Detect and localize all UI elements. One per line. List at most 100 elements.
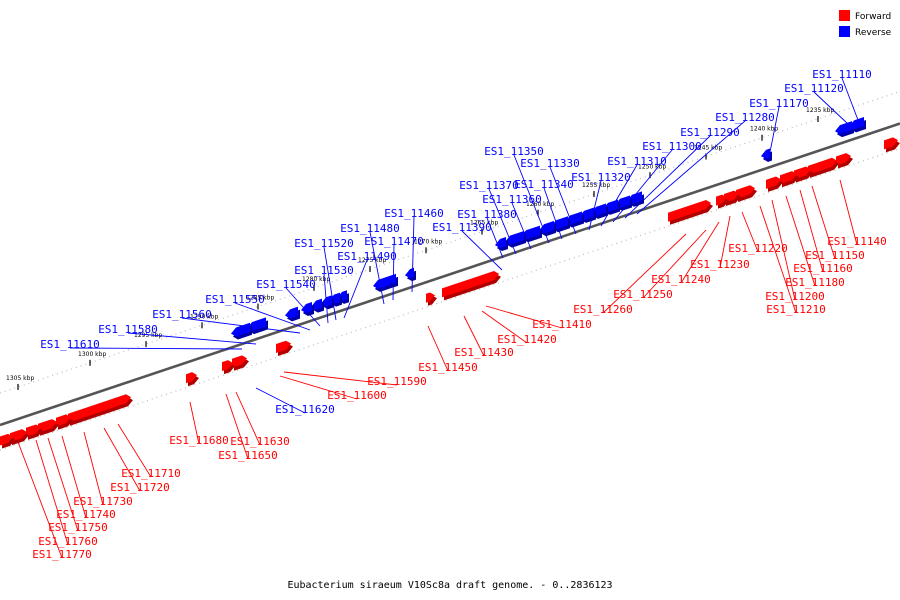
forward-gene[interactable]	[736, 185, 757, 202]
reverse-gene-label: ES1_11310	[607, 155, 667, 168]
reverse-gene-label: ES1_11300	[642, 140, 702, 153]
forward-gene[interactable]	[56, 414, 73, 430]
upper-track-line	[0, 90, 900, 394]
forward-gene-label: ES1_11140	[827, 235, 887, 248]
forward-gene-label: ES1_11160	[793, 262, 853, 275]
reverse-gene[interactable]	[761, 148, 772, 162]
leader-line	[225, 393, 249, 460]
forward-gene-label: ES1_11740	[56, 508, 116, 521]
reverse-gene[interactable]	[231, 322, 252, 340]
scale-tick-label: 1280 kbp	[302, 276, 330, 283]
forward-gene[interactable]	[884, 137, 900, 153]
reverse-gene-label: ES1_11460	[384, 207, 444, 220]
forward-gene[interactable]	[282, 340, 293, 355]
gene-body	[56, 414, 71, 427]
leader-line	[600, 164, 638, 227]
leader-line	[127, 332, 257, 345]
reverse-gene-label: ES1_11490	[337, 250, 397, 263]
track-lines	[0, 90, 900, 451]
forward-gene-label: ES1_11710	[121, 467, 181, 480]
scale-ticks: 1235 kbp 1240 kbp 1245 kbp 1250 kbp 1255 kbp…	[6, 107, 834, 390]
reverse-gene-label: ES1_11390	[432, 221, 492, 234]
leader-line	[83, 431, 104, 506]
forward-gene[interactable]	[488, 271, 501, 286]
forward-gene[interactable]	[808, 157, 839, 178]
reverse-gene[interactable]	[505, 230, 526, 248]
leader-line	[117, 423, 152, 478]
gene-body	[761, 148, 770, 159]
gene-body	[505, 230, 524, 245]
gene-body	[38, 419, 57, 433]
leader-line	[602, 233, 687, 314]
forward-gene-label: ES1_11760	[38, 535, 98, 548]
leader-line	[485, 305, 563, 329]
gene-body	[780, 171, 797, 185]
leader-line	[103, 427, 141, 492]
leader-line	[463, 315, 485, 357]
forward-gene[interactable]	[794, 166, 813, 183]
gene-body	[700, 199, 711, 211]
forward-gene-label: ES1_11450	[418, 361, 478, 374]
forward-gene-label: ES1_11230	[690, 258, 750, 271]
gene-body	[232, 355, 247, 368]
legend-reverse-swatch	[839, 26, 850, 37]
gene-body	[794, 166, 811, 180]
forward-gene[interactable]	[442, 276, 485, 301]
scale-tick-label: 1295 kbp	[134, 332, 162, 339]
forward-gene[interactable]	[10, 429, 29, 446]
gene-body	[495, 236, 506, 248]
reverse-gene[interactable]	[495, 236, 508, 251]
forward-gene[interactable]	[222, 360, 235, 375]
forward-gene[interactable]	[766, 176, 783, 192]
forward-gene[interactable]	[780, 171, 799, 188]
leader-line	[813, 91, 849, 125]
forward-gene[interactable]	[668, 202, 707, 225]
reverse-gene[interactable]	[539, 220, 556, 237]
scale-tick-label: 1255 kbp	[582, 182, 610, 189]
gene-body	[442, 276, 483, 298]
reverse-gene-label: ES1_11580	[98, 323, 158, 336]
forward-gene[interactable]	[716, 194, 729, 209]
gene-body	[668, 202, 705, 222]
reverse-gene[interactable]	[301, 301, 314, 316]
gene-body	[716, 194, 727, 206]
leader-line	[323, 246, 337, 321]
forward-gene[interactable]	[38, 419, 59, 436]
forward-gene[interactable]	[96, 394, 133, 417]
leader-line	[811, 185, 836, 260]
forward-gene[interactable]	[232, 355, 249, 371]
forward-gene[interactable]	[836, 153, 853, 169]
scale-tick-label: 1300 kbp	[78, 351, 106, 358]
gene-body	[96, 394, 131, 414]
forward-gene[interactable]	[68, 404, 103, 426]
forward-gene[interactable]	[186, 372, 199, 387]
leader-line	[481, 310, 528, 344]
reverse-gene[interactable]	[849, 117, 866, 133]
gene-body	[488, 271, 499, 283]
forward-gene-label: ES1_11430	[454, 346, 514, 359]
forward-gene-label: ES1_11250	[613, 288, 673, 301]
forward-gene[interactable]	[426, 292, 437, 306]
reverse-gene-label: ES1_11360	[482, 193, 542, 206]
forward-gene[interactable]	[0, 433, 15, 449]
scale-tick-label: 1245 kbp	[694, 144, 722, 151]
leader-line	[61, 435, 87, 519]
scale-tick-label: 1260 kbp	[526, 201, 554, 208]
forward-gene[interactable]	[700, 199, 713, 214]
reverse-gene-label: ES1_11380	[457, 208, 517, 221]
reverse-gene[interactable]	[285, 306, 300, 322]
forward-gene[interactable]	[26, 424, 43, 440]
leader-line	[392, 244, 395, 301]
gene-body	[222, 360, 233, 372]
reverse-gene[interactable]	[835, 121, 854, 138]
gene-features[interactable]	[0, 117, 900, 449]
forward-gene-label: ES1_11200	[765, 290, 825, 303]
leader-line	[461, 230, 503, 271]
reverse-gene[interactable]	[387, 273, 398, 288]
reverse-gene-label: ES1_11620	[275, 403, 335, 416]
gene-body	[836, 153, 851, 166]
reverse-gene-label: ES1_11520	[294, 237, 354, 250]
reverse-gene[interactable]	[405, 267, 416, 282]
leader-line	[427, 325, 449, 372]
